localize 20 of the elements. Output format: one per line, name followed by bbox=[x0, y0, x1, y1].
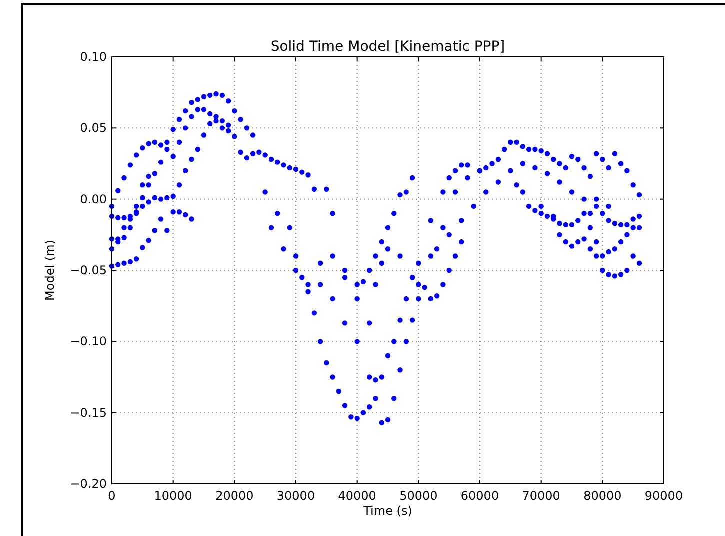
x-tick-label: 90000 bbox=[644, 489, 684, 503]
y-tick-label: 0.05 bbox=[80, 121, 107, 136]
x-tick-label: 50000 bbox=[400, 489, 438, 503]
x-tick-label: 60000 bbox=[460, 489, 500, 503]
x-axis-title: Time (s) bbox=[362, 504, 412, 518]
chart-title: Solid Time Model [Kinematic PPP] bbox=[270, 39, 506, 55]
x-tick-label: 40000 bbox=[338, 489, 376, 503]
y-tick-label: −0.10 bbox=[70, 334, 107, 349]
y-tick-label: −0.15 bbox=[70, 406, 107, 420]
x-tick-label: 70000 bbox=[522, 489, 560, 503]
x-tick-label: 10000 bbox=[154, 489, 192, 503]
x-tick-label: 80000 bbox=[584, 489, 622, 503]
x-tick-label: 20000 bbox=[216, 489, 254, 503]
x-tick-label: 0 bbox=[108, 489, 116, 503]
y-axis-title: Model (m) bbox=[43, 240, 57, 301]
y-tick-label: 0.00 bbox=[80, 192, 107, 206]
x-tick-label: 30000 bbox=[276, 489, 316, 503]
y-tick-label: 0.10 bbox=[80, 50, 107, 64]
y-tick-label: −0.20 bbox=[70, 477, 107, 491]
y-tick-label: −0.05 bbox=[70, 264, 107, 278]
